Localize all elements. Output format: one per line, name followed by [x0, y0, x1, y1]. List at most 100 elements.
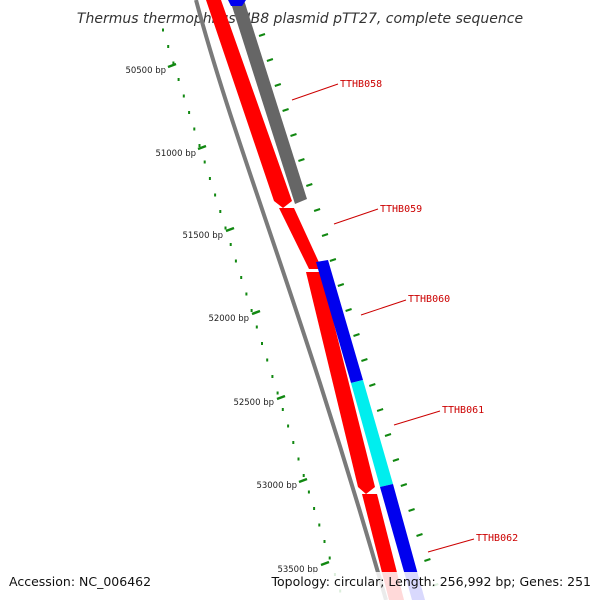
- scale-dot: [281, 408, 284, 411]
- scale-dot: [313, 507, 316, 510]
- gene-label-group: TTHB059: [333, 204, 422, 225]
- outer-tick-dash: [361, 358, 368, 362]
- map-title: Thermus thermophilus HB8 plasmid pTT27, …: [77, 11, 523, 27]
- scale-dot: [250, 309, 253, 312]
- tick-label: 53000 bp: [256, 481, 297, 491]
- gene-block-blue-2: [380, 484, 425, 600]
- scale-dot: [302, 474, 305, 477]
- tick-label: 50500 bp: [125, 66, 166, 76]
- gene-arrow-red-1: [206, 0, 292, 208]
- tick-label: 53500 bp: [277, 565, 318, 575]
- scale-tick-53500: 53500 bp: [277, 560, 330, 575]
- tick-label: 51500 bp: [182, 231, 223, 241]
- outer-tick-dash: [400, 483, 408, 487]
- topology-text: Topology: circular; Length: 256,992 bp; …: [271, 574, 592, 589]
- tick-label: 52500 bp: [233, 398, 274, 408]
- scale-dot: [261, 342, 263, 345]
- scale-tick-50500: 50500 bp: [125, 62, 177, 76]
- scale-dot: [214, 193, 217, 197]
- scale-dot: [193, 127, 196, 131]
- outer-tick-dash: [408, 508, 415, 512]
- gene-arrow-red-3: [306, 272, 375, 494]
- scale-dot: [307, 490, 310, 494]
- outer-tick-dash: [424, 558, 431, 562]
- gene-label: TTHB062: [476, 533, 518, 544]
- scale-dot: [328, 556, 331, 560]
- accession-text: Accession: NC_006462: [9, 574, 151, 589]
- outer-tick-dash: [313, 208, 321, 212]
- scale-tick-52000: 52000 bp: [208, 309, 261, 324]
- gene-block-blue-1: [316, 260, 363, 383]
- scale-dot: [297, 457, 300, 461]
- outer-tick-dash: [337, 283, 345, 287]
- scale-tick-51000: 51000 bp: [155, 144, 207, 159]
- scale-dot: [240, 276, 243, 279]
- gene-labels: TTHB058 TTHB059 TTHB060 TTHB061 TTHB062: [291, 79, 518, 553]
- tick-mark: [225, 226, 235, 233]
- tick-mark: [197, 144, 207, 151]
- tick-mark: [298, 477, 308, 484]
- gene-block-cyan: [351, 380, 393, 487]
- gene-arrow-red-2: [279, 208, 322, 269]
- outer-tick-dash: [258, 33, 266, 37]
- outer-tick-dash: [266, 58, 274, 62]
- scale-dot: [271, 375, 274, 378]
- reverse-strand-track: [206, 0, 404, 600]
- scale-dot: [219, 210, 222, 213]
- scale-tick-52500: 52500 bp: [233, 394, 286, 408]
- gene-leader-line: [393, 410, 441, 426]
- tick-mark: [320, 560, 330, 567]
- tick-mark: [167, 62, 177, 69]
- gene-leader-line: [427, 538, 475, 553]
- scale-tick-53000: 53000 bp: [256, 477, 308, 491]
- tick-mark: [251, 309, 261, 316]
- outer-tick-dash: [329, 258, 337, 262]
- tick-label: 52000 bp: [208, 314, 249, 324]
- scale-dot: [208, 177, 211, 180]
- outer-tick-dash: [305, 183, 313, 187]
- scale-dot: [203, 160, 206, 164]
- scale-dot: [188, 111, 191, 114]
- scale-dot: [229, 243, 232, 246]
- scale-dot: [198, 144, 201, 147]
- gene-leader-line: [360, 299, 407, 316]
- gene-label-group: TTHB058: [291, 79, 382, 101]
- scale-dot: [224, 226, 227, 230]
- footer-backdrop: [0, 572, 600, 600]
- gene-block-blue-top: [228, 0, 246, 6]
- scale-dot: [323, 540, 326, 543]
- scale-dot: [266, 358, 269, 362]
- scale-ticks: 50500 bp 51000 bp 51500 bp 52000 bp 5250…: [125, 62, 330, 575]
- tick-label: 51000 bp: [155, 149, 196, 159]
- scale-dot: [167, 45, 170, 48]
- scale-dot: [234, 259, 237, 263]
- outer-tick-dash: [274, 83, 282, 87]
- outer-tick-dash: [376, 408, 384, 412]
- outer-tick-dash: [392, 458, 400, 462]
- gene-label-group: TTHB060: [360, 294, 450, 316]
- gene-block-gray: [230, 0, 307, 204]
- scale-dot: [172, 61, 175, 65]
- gene-label: TTHB059: [380, 204, 422, 215]
- gene-label: TTHB060: [408, 294, 450, 305]
- forward-strand-track: [228, 0, 425, 600]
- gene-leader-line: [291, 83, 339, 101]
- gene-label-group: TTHB061: [393, 405, 484, 426]
- scale-dot: [245, 292, 248, 296]
- gene-leader-line: [333, 208, 379, 225]
- gene-label-group: TTHB062: [427, 533, 518, 553]
- outer-tick-dash: [298, 158, 305, 162]
- outer-tick-dash: [384, 433, 392, 437]
- gene-label: TTHB061: [442, 405, 484, 416]
- outer-tick-dash: [353, 333, 360, 337]
- tick-mark: [276, 394, 286, 401]
- outer-tick-dash: [345, 308, 352, 312]
- scale-dot: [255, 325, 258, 329]
- outer-tick-dash: [416, 533, 423, 537]
- gene-label: TTHB058: [340, 79, 382, 90]
- scale-dot: [162, 28, 164, 32]
- outer-tick-dashes: [258, 33, 439, 587]
- plasmid-backbone: [194, 0, 388, 600]
- outer-tick-dash: [282, 108, 289, 112]
